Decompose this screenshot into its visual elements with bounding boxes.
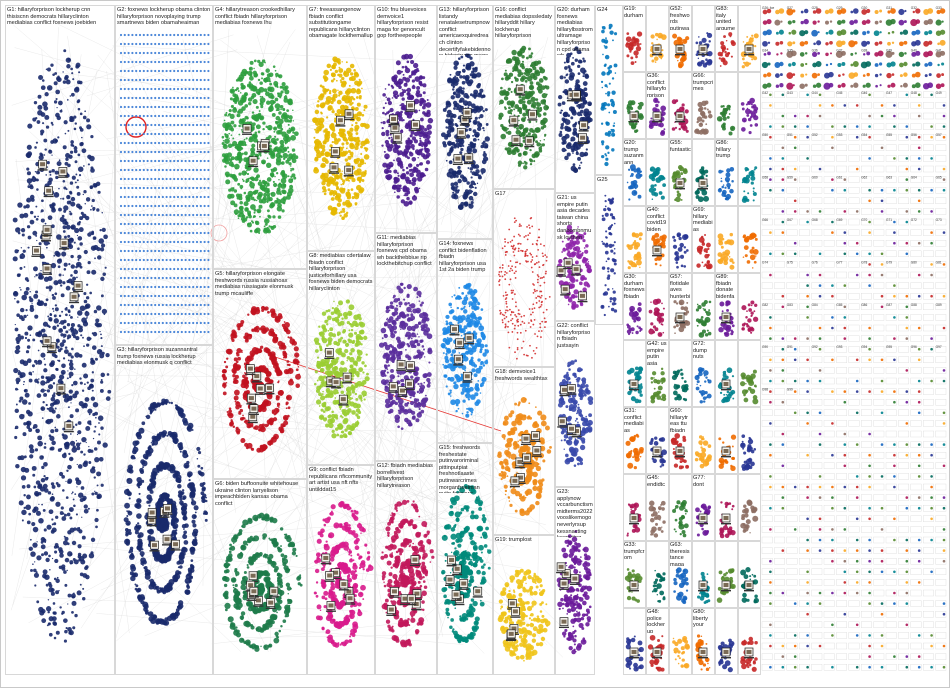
network-graph-canvas: G26: foeG27G28G29G30G31G32G33G34G35G36G3…: [0, 0, 950, 688]
